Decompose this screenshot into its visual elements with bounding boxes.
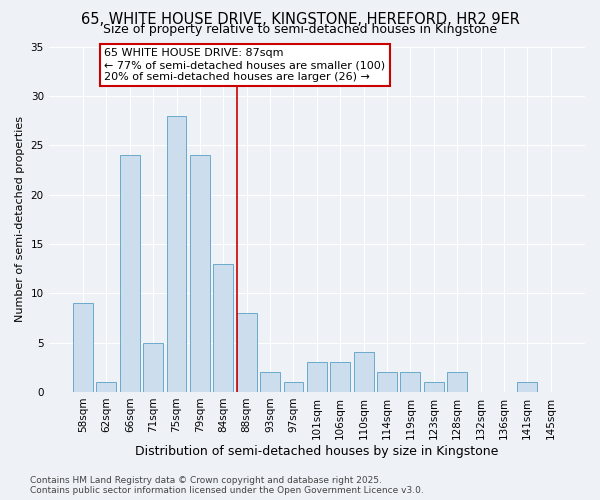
Bar	[120, 155, 140, 392]
Bar	[307, 362, 327, 392]
Bar	[377, 372, 397, 392]
Bar	[73, 303, 93, 392]
Bar	[424, 382, 443, 392]
Bar	[167, 116, 187, 392]
Bar	[260, 372, 280, 392]
Text: Size of property relative to semi-detached houses in Kingstone: Size of property relative to semi-detach…	[103, 24, 497, 36]
Bar	[97, 382, 116, 392]
Bar	[284, 382, 304, 392]
Y-axis label: Number of semi-detached properties: Number of semi-detached properties	[15, 116, 25, 322]
Bar	[400, 372, 421, 392]
Bar	[447, 372, 467, 392]
Bar	[143, 342, 163, 392]
X-axis label: Distribution of semi-detached houses by size in Kingstone: Distribution of semi-detached houses by …	[135, 444, 499, 458]
Text: Contains HM Land Registry data © Crown copyright and database right 2025.
Contai: Contains HM Land Registry data © Crown c…	[30, 476, 424, 495]
Bar	[190, 155, 210, 392]
Bar	[237, 313, 257, 392]
Bar	[353, 352, 374, 392]
Bar	[214, 264, 233, 392]
Bar	[517, 382, 537, 392]
Text: 65 WHITE HOUSE DRIVE: 87sqm
← 77% of semi-detached houses are smaller (100)
20% : 65 WHITE HOUSE DRIVE: 87sqm ← 77% of sem…	[104, 48, 385, 82]
Text: 65, WHITE HOUSE DRIVE, KINGSTONE, HEREFORD, HR2 9ER: 65, WHITE HOUSE DRIVE, KINGSTONE, HEREFO…	[80, 12, 520, 28]
Bar	[330, 362, 350, 392]
